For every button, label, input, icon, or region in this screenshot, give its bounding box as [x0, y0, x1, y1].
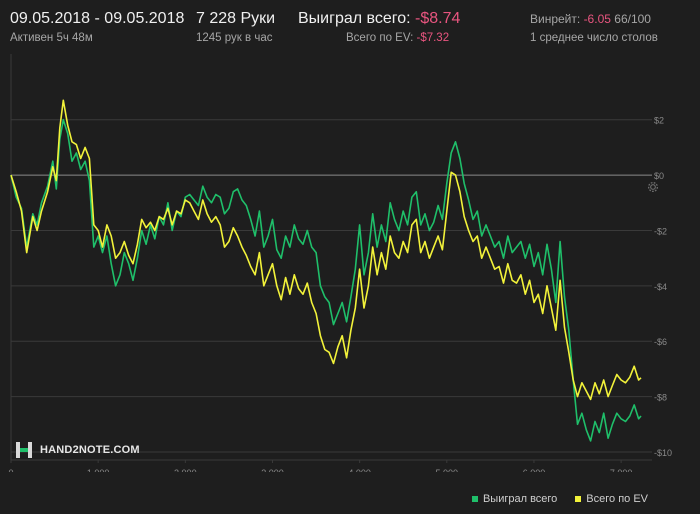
legend-item-won[interactable]: Выиграл всего	[471, 493, 558, 505]
legend-swatch-ev	[575, 496, 582, 502]
legend-label-won: Выиграл всего	[482, 493, 558, 505]
ev-total: Всего по EV: -$7.32	[346, 32, 449, 44]
legend-label-ev: Всего по EV	[586, 493, 648, 505]
chart-legend: Выиграл всего Всего по EV	[471, 493, 648, 505]
summary-header: 09.05.2018 - 09.05.2018 Активен 5ч 48м 7…	[0, 0, 700, 54]
x-tick-label: 1 000	[87, 468, 110, 472]
logo-text: HAND2NOTE.COM	[40, 444, 140, 456]
won-label: Выиграл всего:	[298, 10, 411, 27]
y-tick-label: $2	[654, 116, 664, 126]
brand-logo: HAND2NOTE.COM	[14, 440, 140, 460]
y-tick-label: $0	[654, 171, 664, 181]
winrate-value: -6.05	[583, 12, 611, 26]
hands-per-hour: 1245 рук в час	[196, 32, 273, 44]
y-tick-label: -$8	[654, 393, 667, 403]
won-value: -$8.74	[415, 10, 461, 27]
winrate: Винрейт: -6.05 66/100	[530, 12, 651, 26]
date-range: 09.05.2018 - 09.05.2018	[10, 10, 185, 27]
winrate-label: Винрейт:	[530, 12, 581, 26]
ev-label: Всего по EV:	[346, 32, 414, 44]
y-tick-label: -$10	[654, 448, 672, 458]
x-tick-label: 7 000	[610, 468, 633, 472]
gear-icon[interactable]	[646, 180, 660, 194]
x-tick-label: 3 000	[261, 468, 284, 472]
y-tick-label: -$6	[654, 337, 667, 347]
y-tick-label: -$2	[654, 226, 667, 236]
active-time: Активен 5ч 48м	[10, 32, 93, 44]
ev-value: -$7.32	[416, 32, 450, 44]
series-line-won	[10, 118, 642, 442]
legend-item-ev[interactable]: Всего по EV	[575, 493, 648, 505]
hands-count: 7 228 Руки	[196, 10, 276, 27]
x-tick-label: 6 000	[523, 468, 546, 472]
x-tick-label: 5 000	[436, 468, 459, 472]
x-tick-label: 2 000	[174, 468, 197, 472]
won-total: Выиграл всего: -$8.74	[298, 10, 460, 28]
legend-swatch-won	[471, 496, 478, 502]
winnings-chart: $2 $0 -$2 -$4 -$6 -$8 -$10 0 1 000 2 000 3 000 4 00…	[8, 54, 672, 472]
avg-tables: 1 среднее число столов	[530, 32, 658, 44]
x-tick-label: 4 000	[348, 468, 371, 472]
hand2note-logo-icon	[16, 442, 32, 458]
y-tick-label: -$4	[654, 282, 667, 292]
series-line-ev	[10, 99, 642, 401]
winrate-rest: 66/100	[614, 12, 651, 26]
x-tick-label: 0	[8, 468, 13, 472]
